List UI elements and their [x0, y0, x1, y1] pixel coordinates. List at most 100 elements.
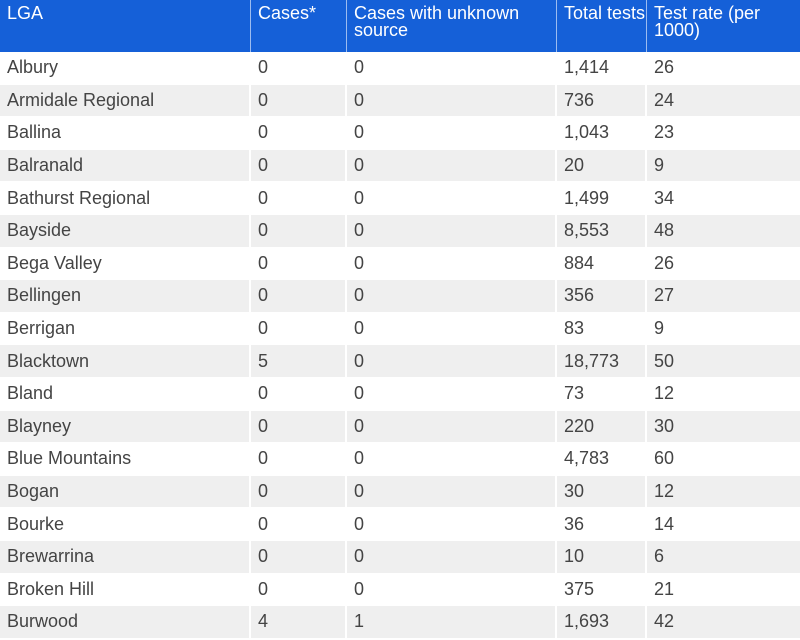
cell-cases: 0: [251, 52, 347, 85]
cell-test-rate: 27: [647, 280, 800, 313]
cell-test-rate: 24: [647, 84, 800, 118]
cell-lga: Bland: [0, 377, 251, 411]
cell-cases-unknown-source: 0: [347, 182, 557, 215]
cell-test-rate: 26: [647, 52, 800, 85]
column-header-total-tests: Total tests: [557, 0, 647, 52]
cell-cases-unknown-source: 0: [347, 508, 557, 541]
cell-cases-unknown-source: 0: [347, 247, 557, 281]
cell-total-tests: 1,043: [557, 117, 647, 150]
column-header-cases-unknown-source: Cases with unknown source: [347, 0, 557, 52]
cell-cases: 0: [251, 540, 347, 574]
cell-total-tests: 83: [557, 312, 647, 346]
cell-lga: Bayside: [0, 214, 251, 248]
cell-test-rate: 9: [647, 312, 800, 346]
cell-cases: 0: [251, 84, 347, 118]
cell-cases-unknown-source: 0: [347, 410, 557, 444]
cell-cases: 0: [251, 312, 347, 346]
cell-cases-unknown-source: 1: [347, 606, 557, 639]
cell-lga: Armidale Regional: [0, 84, 251, 118]
table-row: Broken Hill 0 0 375 21: [0, 573, 800, 607]
table-row: Berrigan 0 0 83 9: [0, 312, 800, 346]
cell-cases: 0: [251, 149, 347, 183]
cell-test-rate: 6: [647, 540, 800, 574]
column-header-lga: LGA: [0, 0, 251, 52]
cell-cases-unknown-source: 0: [347, 475, 557, 509]
column-header-cases: Cases*: [251, 0, 347, 52]
cell-test-rate: 21: [647, 573, 800, 607]
cell-lga: Bellingen: [0, 280, 251, 313]
cell-lga: Balranald: [0, 149, 251, 183]
cell-total-tests: 18,773: [557, 345, 647, 378]
cell-lga: Burwood: [0, 606, 251, 639]
cell-cases-unknown-source: 0: [347, 84, 557, 118]
cell-lga: Blue Mountains: [0, 443, 251, 476]
cell-cases: 0: [251, 475, 347, 509]
cell-cases-unknown-source: 0: [347, 377, 557, 411]
cell-total-tests: 736: [557, 84, 647, 118]
cell-test-rate: 48: [647, 214, 800, 248]
cell-lga: Bogan: [0, 475, 251, 509]
cell-cases: 5: [251, 345, 347, 378]
table-row: Armidale Regional 0 0 736 24: [0, 84, 800, 118]
cell-lga: Broken Hill: [0, 573, 251, 607]
cell-test-rate: 50: [647, 345, 800, 378]
cell-lga: Bega Valley: [0, 247, 251, 281]
cell-cases: 0: [251, 573, 347, 607]
cell-cases-unknown-source: 0: [347, 573, 557, 607]
cell-test-rate: 14: [647, 508, 800, 541]
cell-cases-unknown-source: 0: [347, 280, 557, 313]
cell-test-rate: 60: [647, 443, 800, 476]
cell-cases: 4: [251, 606, 347, 639]
cell-cases-unknown-source: 0: [347, 312, 557, 346]
cell-test-rate: 12: [647, 475, 800, 509]
cell-test-rate: 12: [647, 377, 800, 411]
table-row: Bega Valley 0 0 884 26: [0, 247, 800, 281]
cell-cases: 0: [251, 280, 347, 313]
table-body: Albury 0 0 1,414 26 Armidale Regional 0 0 736 24 B…: [0, 52, 800, 639]
cell-cases-unknown-source: 0: [347, 345, 557, 378]
cell-total-tests: 1,414: [557, 52, 647, 85]
cell-cases: 0: [251, 182, 347, 215]
cell-cases-unknown-source: 0: [347, 214, 557, 248]
table-row: Bathurst Regional 0 0 1,499 34: [0, 182, 800, 215]
cell-cases: 0: [251, 214, 347, 248]
table-row: Albury 0 0 1,414 26: [0, 52, 800, 85]
cell-lga: Bathurst Regional: [0, 182, 251, 215]
cell-lga: Albury: [0, 52, 251, 85]
table-row: Burwood 4 1 1,693 42: [0, 606, 800, 639]
cell-cases-unknown-source: 0: [347, 149, 557, 183]
header-row: LGA Cases* Cases with unknown source Total …: [0, 0, 800, 52]
cell-test-rate: 30: [647, 410, 800, 444]
cell-cases: 0: [251, 117, 347, 150]
cell-total-tests: 4,783: [557, 443, 647, 476]
cell-lga: Blayney: [0, 410, 251, 444]
table-header: LGA Cases* Cases with unknown source Total …: [0, 0, 800, 52]
cell-total-tests: 73: [557, 377, 647, 411]
cell-lga: Bourke: [0, 508, 251, 541]
cell-cases: 0: [251, 443, 347, 476]
cell-total-tests: 20: [557, 149, 647, 183]
table-row: Bourke 0 0 36 14: [0, 508, 800, 541]
cell-test-rate: 26: [647, 247, 800, 281]
cell-total-tests: 220: [557, 410, 647, 444]
cell-total-tests: 10: [557, 540, 647, 574]
cell-lga: Ballina: [0, 117, 251, 150]
cell-test-rate: 23: [647, 117, 800, 150]
cell-total-tests: 8,553: [557, 214, 647, 248]
cell-total-tests: 375: [557, 573, 647, 607]
cell-lga: Blacktown: [0, 345, 251, 378]
table-row: Blayney 0 0 220 30: [0, 410, 800, 444]
column-header-test-rate: Test rate (per 1000): [647, 0, 800, 52]
cell-total-tests: 30: [557, 475, 647, 509]
cell-cases-unknown-source: 0: [347, 52, 557, 85]
cell-cases-unknown-source: 0: [347, 117, 557, 150]
cell-total-tests: 356: [557, 280, 647, 313]
cell-cases: 0: [251, 508, 347, 541]
cell-lga: Berrigan: [0, 312, 251, 346]
cell-total-tests: 1,693: [557, 606, 647, 639]
cell-test-rate: 42: [647, 606, 800, 639]
cell-cases: 0: [251, 410, 347, 444]
table-row: Bellingen 0 0 356 27: [0, 280, 800, 313]
cell-cases-unknown-source: 0: [347, 443, 557, 476]
